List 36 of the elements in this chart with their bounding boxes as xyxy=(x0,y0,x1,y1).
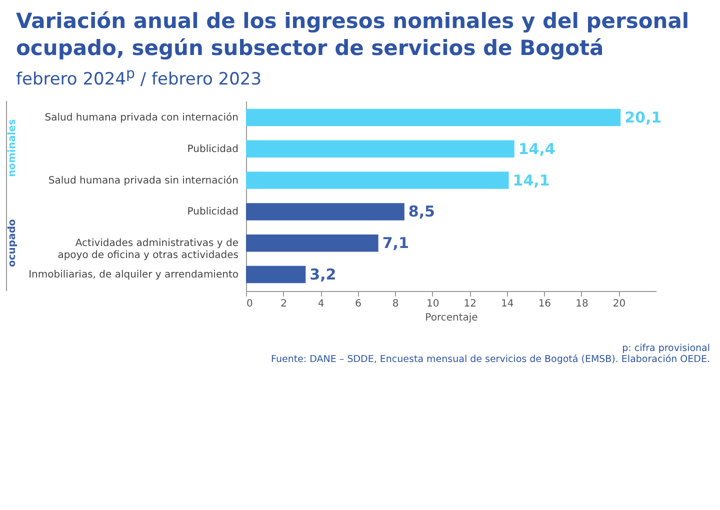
data-label: 14,4 xyxy=(518,140,556,158)
y-tick-label: Publicidad xyxy=(187,144,238,155)
source-note: Fuente: DANE – SDDE, Encuesta mensual de servicios de Bogotá (EMSB). Elaboración OEDE. xyxy=(270,354,710,365)
text: nominales xyxy=(6,100,28,196)
data-label: 7,1 xyxy=(382,234,409,252)
y-tick-label: Inmobiliarias, de alquiler y arrendamiento xyxy=(28,269,238,280)
y-tick-label: Publicidad xyxy=(187,206,238,218)
x-tick-label: 0 xyxy=(246,298,253,310)
y-tick-label: Salud humana privada sin internación xyxy=(48,174,238,186)
x-axis-title: Porcentaje xyxy=(425,312,478,324)
data-label: 3,2 xyxy=(310,265,336,284)
bar xyxy=(246,108,621,126)
data-label: 14,1 xyxy=(512,170,550,189)
x-tick-label: 8 xyxy=(392,298,399,310)
bar xyxy=(246,266,306,283)
chart-subtitle: febrero 2024$^{p}$ / febrero 2023 xyxy=(16,66,263,90)
text: ocupado xyxy=(6,196,28,291)
bar xyxy=(246,234,378,252)
data-label: 8,5 xyxy=(408,202,435,220)
chart-title: Variación anual de los ingresos nominales y del personal ocupado, según subsector de servicios de Bogotá xyxy=(16,8,690,62)
x-tick-label: 10 xyxy=(426,298,440,310)
x-tick-label: 16 xyxy=(538,298,552,310)
x-tick-label: 20 xyxy=(612,298,626,310)
x-tick-label: 14 xyxy=(501,298,514,310)
y-tick-label: Actividades administrativas y de apoyo de oficina y otras actividades xyxy=(58,238,238,261)
x-tick-label: 6 xyxy=(355,298,362,310)
x-tick-label: 4 xyxy=(318,298,324,310)
text: p: cifra provisional xyxy=(621,342,710,354)
x-tick-label: 18 xyxy=(576,298,588,310)
bar xyxy=(246,140,514,158)
bar xyxy=(246,171,509,189)
bar xyxy=(246,202,404,220)
y-tick-label: Salud humana privada con internación xyxy=(44,112,238,124)
x-tick-label: 2 xyxy=(280,298,287,310)
x-tick-label: 12 xyxy=(464,298,477,310)
data-label: 20,1 xyxy=(624,108,662,126)
